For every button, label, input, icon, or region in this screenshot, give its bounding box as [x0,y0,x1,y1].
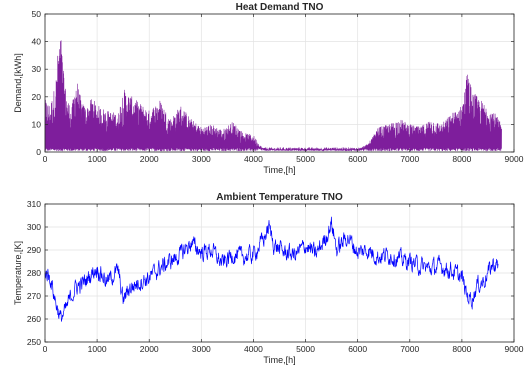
axes-frame [44,13,515,153]
y-tick-label: 310 [27,199,41,209]
y-tick-label: 30 [32,64,42,74]
x-tick-label: 3000 [192,344,211,354]
y-tick-label: 0 [36,147,41,157]
x-tick-label: 4000 [244,154,263,164]
x-tick-label: 9000 [505,154,524,164]
y-tick-label: 50 [32,9,42,19]
x-axis-label: Time,[h] [263,165,295,175]
x-tick-label: 6000 [348,344,367,354]
series-line [44,216,499,322]
y-tick-label: 270 [27,291,41,301]
y-tick-label: 20 [32,92,42,102]
y-tick-label: 260 [27,314,41,324]
x-tick-label: 5000 [296,344,315,354]
x-tick-label: 0 [43,344,48,354]
chart-title: Ambient Temperature TNO [216,192,343,203]
y-tick-label: 290 [27,245,41,255]
x-tick-label: 7000 [400,154,419,164]
x-tick-label: 6000 [348,154,367,164]
x-tick-label: 2000 [140,154,159,164]
chart-title: Heat Demand TNO [236,2,324,13]
x-tick-label: 9000 [505,344,524,354]
x-tick-label: 7000 [400,344,419,354]
x-tick-label: 4000 [244,344,263,354]
y-tick-label: 300 [27,222,41,232]
y-tick-label: 280 [27,268,41,278]
heat-demand-chart: 0 1000 2000 3000 4000 5000 6000 7000 8000 9000 0 10… [13,2,524,175]
y-tick-label: 40 [32,37,42,47]
ambient-temperature-chart: 0 1000 2000 3000 4000 5000 6000 7000 8000 9000 250… [13,192,524,365]
y-axis-label: Demand,[kWh] [13,53,23,113]
x-tick-label: 1000 [88,344,107,354]
x-tick-label: 8000 [452,154,471,164]
x-tick-label: 3000 [192,154,211,164]
x-tick-label: 0 [43,154,48,164]
x-tick-label: 8000 [452,344,471,354]
x-axis-label: Time,[h] [263,355,295,365]
y-tick-label: 10 [32,119,42,129]
x-tick-label: 2000 [140,344,159,354]
y-tick-label: 250 [27,337,41,347]
x-tick-label: 1000 [88,154,107,164]
x-tick-label: 5000 [296,154,315,164]
y-axis-label: Temperature,[K] [13,241,23,305]
series-line [44,40,502,152]
